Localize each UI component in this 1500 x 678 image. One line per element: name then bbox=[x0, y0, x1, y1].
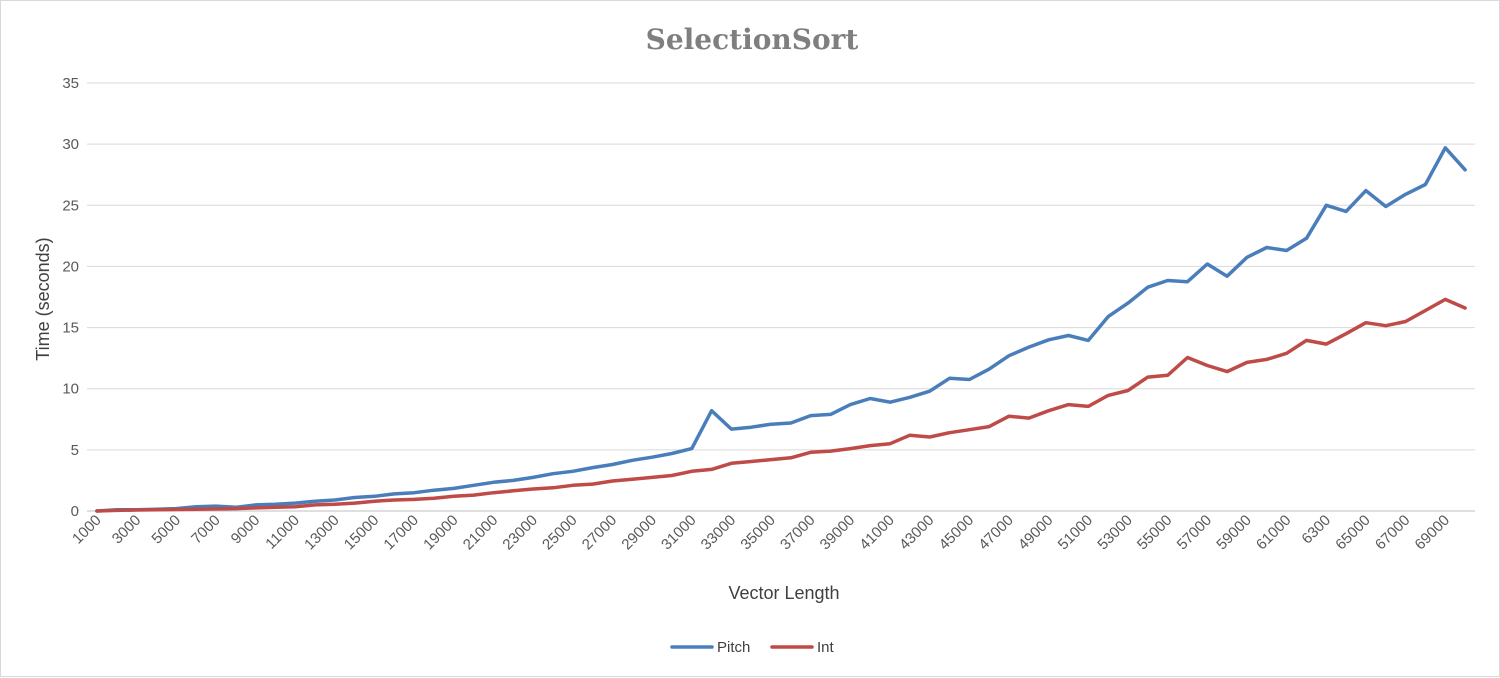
y-tick-label: 10 bbox=[62, 381, 79, 398]
x-tick-label: 61000 bbox=[1253, 512, 1295, 554]
x-tick-label: 45000 bbox=[936, 512, 978, 554]
series-line-pitch bbox=[95, 146, 1467, 513]
x-tick-label: 35000 bbox=[737, 512, 779, 554]
x-tick-label: 47000 bbox=[975, 512, 1017, 554]
y-tick-label: 35 bbox=[62, 75, 79, 92]
x-tick-label: 67000 bbox=[1372, 512, 1414, 554]
y-tick-label: 5 bbox=[71, 442, 79, 459]
x-tick-label: 3000 bbox=[109, 512, 145, 548]
y-axis-ticks: 0 5 10 15 20 25 30 35 bbox=[62, 75, 79, 520]
series-line-int bbox=[95, 297, 1467, 513]
x-tick-label: 41000 bbox=[856, 512, 898, 554]
legend: Pitch Int bbox=[670, 639, 835, 656]
x-tick-label: 51000 bbox=[1055, 512, 1097, 554]
x-tick-label: 43000 bbox=[896, 512, 938, 554]
y-tick-label: 30 bbox=[62, 136, 79, 153]
x-tick-label: 5000 bbox=[148, 512, 184, 548]
x-tick-label: 59000 bbox=[1213, 512, 1255, 554]
chart-title: SelectionSort bbox=[646, 23, 859, 56]
y-tick-label: 0 bbox=[71, 503, 79, 520]
x-tick-label: 9000 bbox=[228, 512, 264, 548]
x-tick-label: 19000 bbox=[420, 512, 462, 554]
y-tick-label: 25 bbox=[62, 197, 79, 214]
x-tick-label: 11000 bbox=[262, 512, 303, 553]
series-lines bbox=[95, 146, 1467, 513]
y-tick-label: 20 bbox=[62, 258, 79, 275]
x-tick-label: 69000 bbox=[1412, 512, 1454, 554]
x-axis-ticks: 1000 3000 5000 7000 900011000130001500017000… bbox=[69, 512, 1453, 554]
x-tick-label: 53000 bbox=[1094, 512, 1136, 554]
x-tick-label: 21000 bbox=[460, 512, 502, 554]
legend-label-pitch: Pitch bbox=[717, 639, 750, 656]
x-tick-label: 29000 bbox=[618, 512, 660, 554]
x-tick-label: 15000 bbox=[341, 512, 383, 554]
x-axis-title: Vector Length bbox=[728, 583, 839, 603]
x-tick-label: 27000 bbox=[579, 512, 621, 554]
x-tick-label: 31000 bbox=[658, 512, 700, 554]
x-tick-label: 33000 bbox=[698, 512, 740, 554]
x-tick-label: 13000 bbox=[301, 512, 343, 554]
x-tick-label: 23000 bbox=[499, 512, 541, 554]
x-tick-label: 25000 bbox=[539, 512, 581, 554]
x-tick-label: 17000 bbox=[380, 512, 422, 554]
x-tick-label: 39000 bbox=[817, 512, 859, 554]
x-tick-label: 57000 bbox=[1174, 512, 1216, 554]
x-tick-label: 65000 bbox=[1332, 512, 1374, 554]
x-tick-label: 49000 bbox=[1015, 512, 1057, 554]
x-tick-label: 6300 bbox=[1298, 512, 1334, 548]
x-tick-label: 37000 bbox=[777, 512, 819, 554]
gridlines bbox=[87, 82, 1475, 512]
x-tick-label: 7000 bbox=[188, 512, 224, 548]
y-tick-label: 15 bbox=[62, 320, 79, 337]
legend-label-int: Int bbox=[817, 639, 835, 656]
y-axis-title: Time (seconds) bbox=[33, 237, 53, 360]
x-tick-label: 55000 bbox=[1134, 512, 1176, 554]
